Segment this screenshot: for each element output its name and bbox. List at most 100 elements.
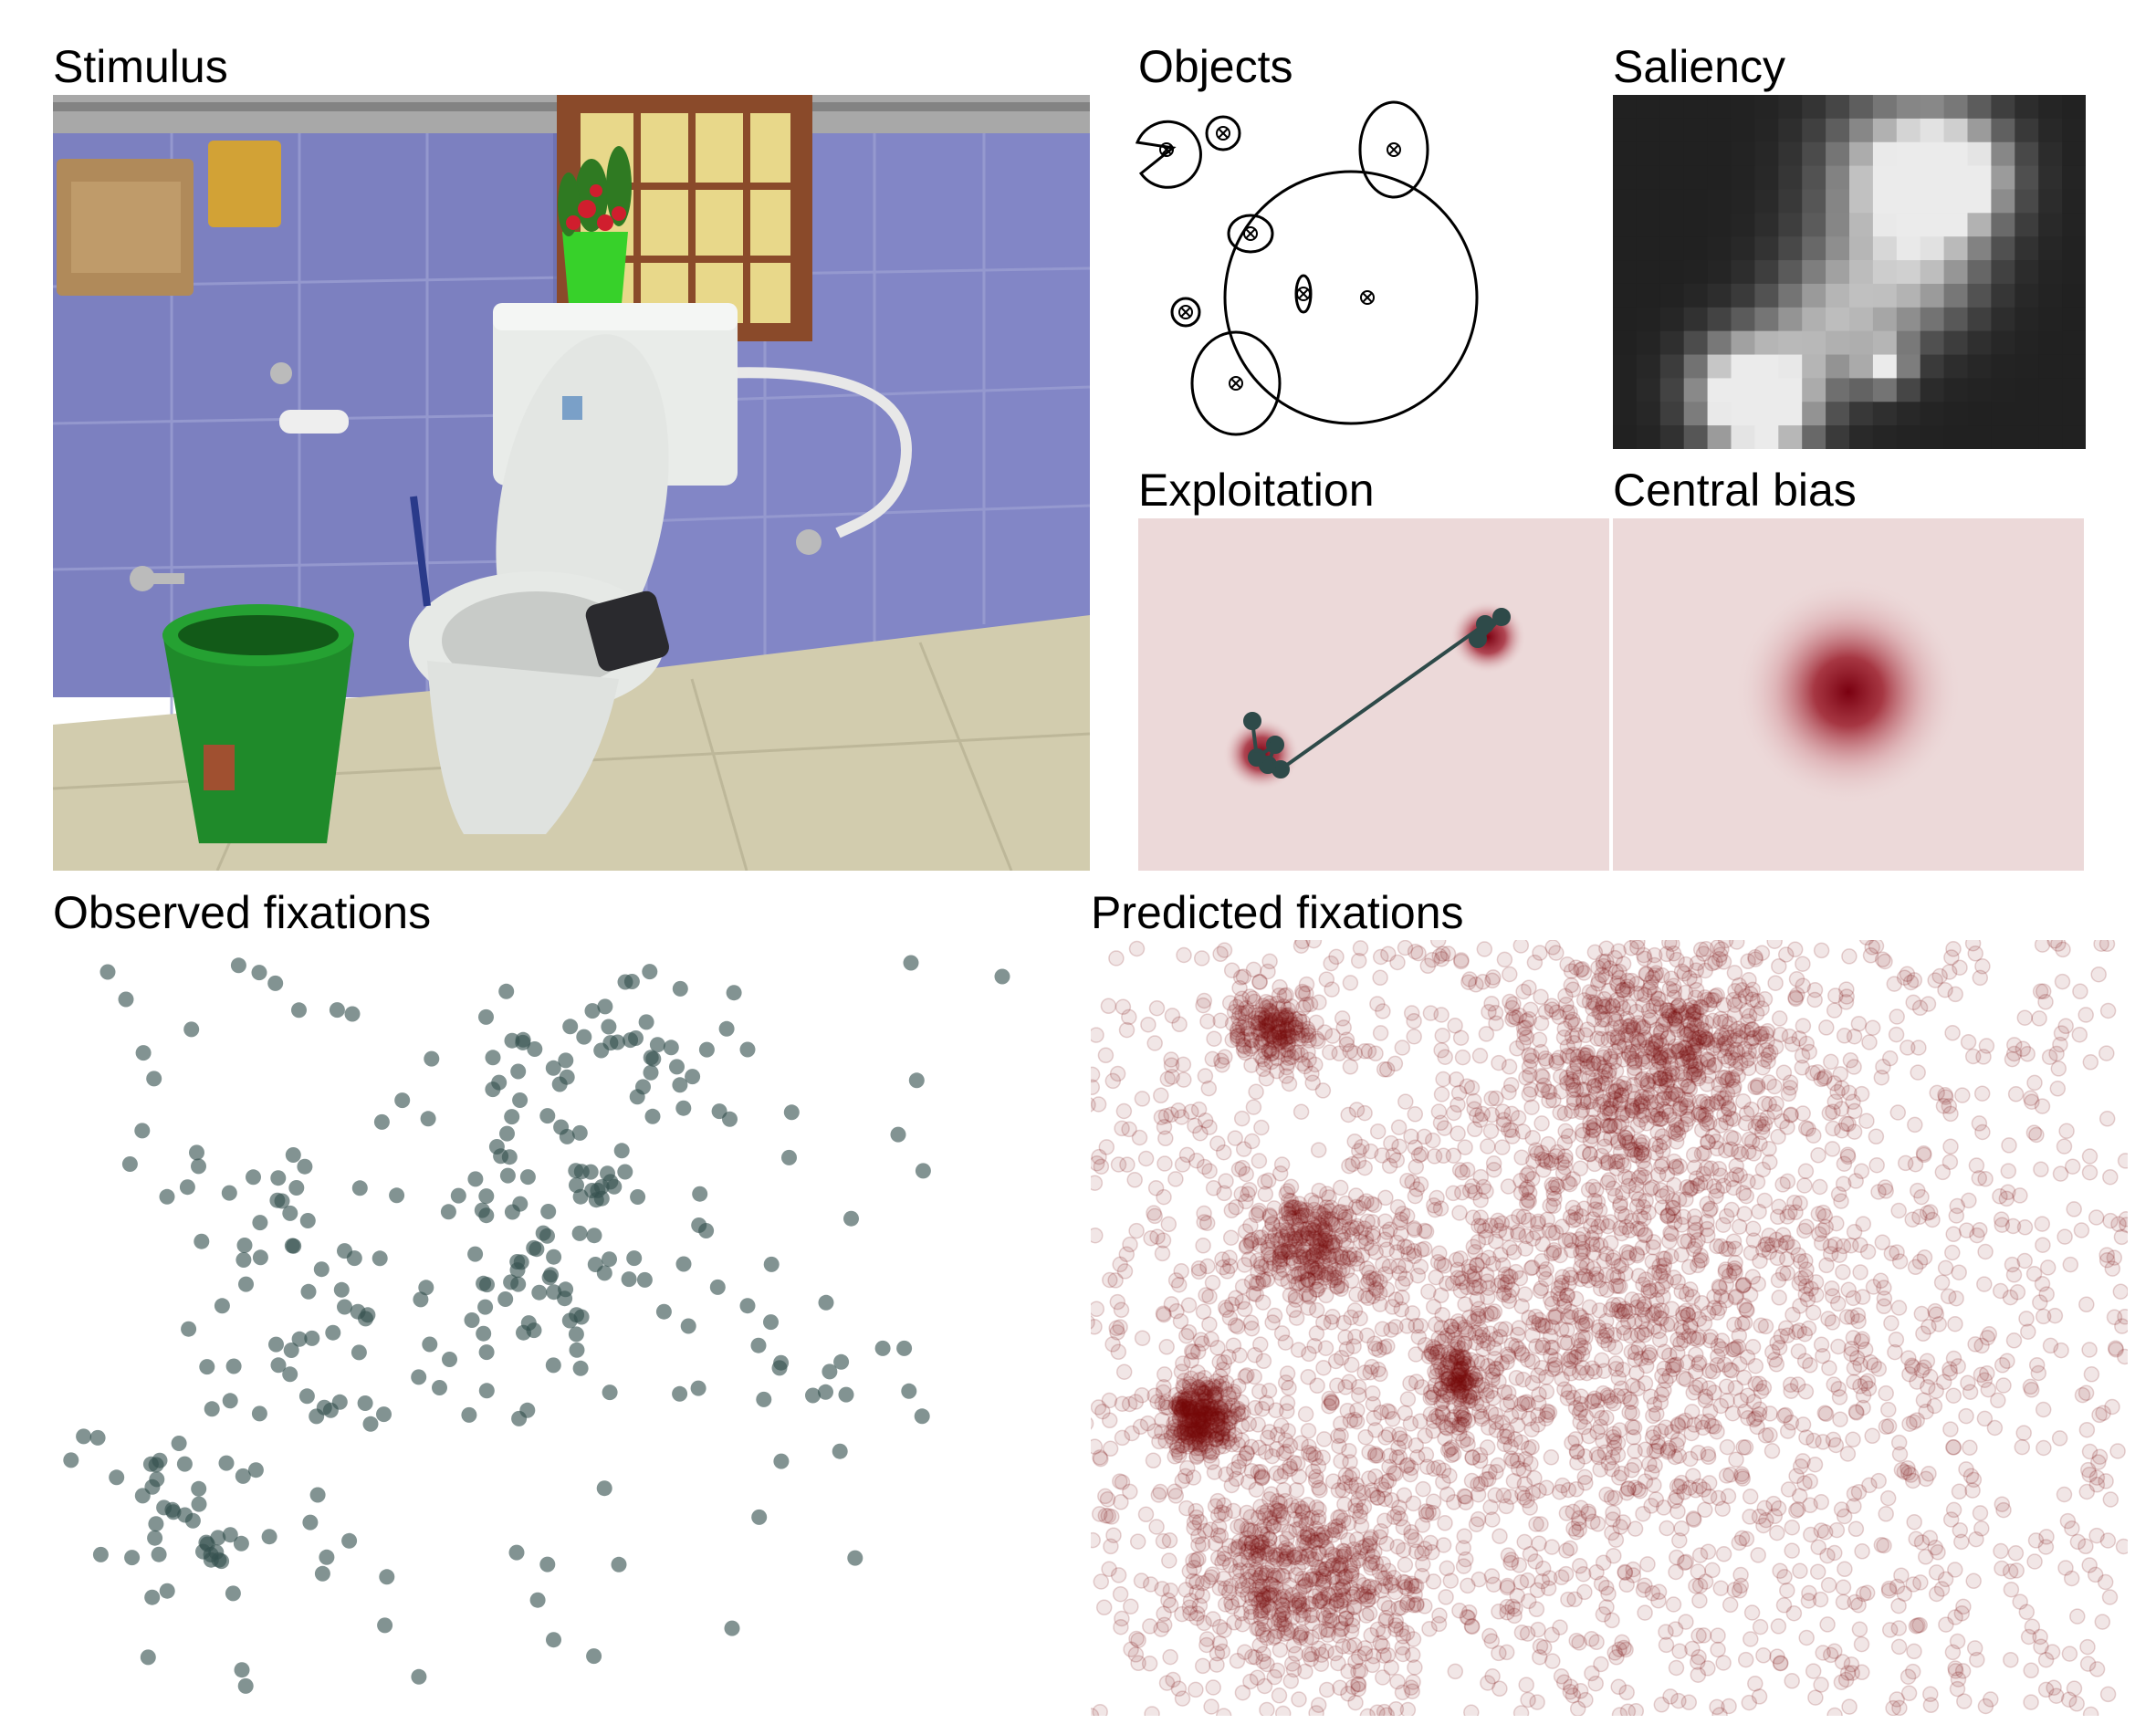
predicted-fixation-point <box>1736 1040 1753 1058</box>
observed-fixation-point <box>805 1387 821 1404</box>
predicted-fixation-point <box>1239 1019 1256 1037</box>
predicted-fixation-point <box>1596 1046 1613 1062</box>
saliency-cell <box>1659 189 1685 214</box>
predicted-fixation-point <box>1733 1466 1750 1482</box>
predicted-fixation-point <box>1612 1019 1629 1035</box>
predicted-fixation-point <box>1618 978 1636 995</box>
predicted-fixation-point <box>1820 1576 1837 1593</box>
saliency-cell <box>1943 402 1969 426</box>
predicted-fixation-point <box>1680 1078 1696 1095</box>
predicted-fixation-point <box>1615 1000 1632 1017</box>
predicted-fixation-point <box>1669 1042 1687 1060</box>
observed-fixation-point <box>546 1284 562 1301</box>
predicted-fixation-point <box>1652 1111 1669 1127</box>
predicted-fixation-point <box>1430 1103 1448 1120</box>
predicted-fixation-point <box>1597 1155 1615 1171</box>
predicted-fixation-point <box>1544 940 1561 956</box>
towel-right <box>208 141 281 227</box>
predicted-fixation-point <box>1693 1145 1711 1162</box>
predicted-fixation-point <box>1646 985 1663 1002</box>
saliency-cell <box>1613 378 1638 402</box>
bucket <box>162 633 354 843</box>
saliency-cell <box>1967 330 1992 356</box>
predicted-fixation-point <box>1836 1508 1853 1525</box>
predicted-fixation-point <box>1839 1146 1857 1164</box>
predicted-fixation-point <box>1727 983 1743 999</box>
predicted-fixation-point <box>1143 1229 1159 1247</box>
observed-fixation-point <box>558 1281 574 1298</box>
predicted-fixation-point <box>1766 1078 1783 1095</box>
predicted-fixation-point <box>1567 1016 1584 1033</box>
predicted-fixation-point <box>1199 1013 1216 1029</box>
saliency-cell <box>1683 283 1709 308</box>
saliency-cell <box>1778 189 1803 214</box>
predicted-fixation-point <box>1269 1662 1286 1679</box>
observed-fixation-point <box>543 1267 560 1283</box>
predicted-fixation-point <box>1645 1036 1661 1052</box>
predicted-fixation-point <box>1962 1439 1978 1456</box>
predicted-fixation-point <box>1485 1576 1502 1593</box>
predicted-fixation-point <box>1509 1587 1525 1604</box>
predicted-fixation-point <box>1619 1107 1636 1123</box>
predicted-fixation-point <box>1126 1172 1143 1188</box>
predicted-fixation-point <box>1108 950 1125 966</box>
predicted-fixation-point <box>1636 1029 1653 1046</box>
predicted-fixation-point <box>1230 1318 1246 1335</box>
predicted-fixation-point <box>1611 1039 1627 1055</box>
saliency-cell <box>1613 95 1638 120</box>
predicted-fixation-point <box>1279 1531 1295 1548</box>
observed-fixation-point <box>252 1249 268 1266</box>
predicted-fixation-point <box>1347 1694 1364 1711</box>
saliency-cell <box>1731 354 1755 379</box>
predicted-fixation-point <box>1648 1144 1664 1162</box>
predicted-fixation-point <box>1298 976 1315 993</box>
predicted-fixation-point <box>1688 981 1705 998</box>
observed-fixation-point <box>833 1353 850 1370</box>
predicted-fixation-point <box>1739 1002 1755 1019</box>
saliency-cell <box>1991 283 2015 308</box>
observed-fixation-point <box>602 1251 617 1268</box>
predicted-fixation-point <box>1586 1078 1603 1094</box>
predicted-fixation-point <box>1184 1418 1200 1436</box>
predicted-fixation-point <box>1648 1110 1664 1126</box>
saliency-cell <box>1731 260 1755 285</box>
observed-fixation-point <box>476 1325 492 1342</box>
predicted-fixation-point <box>1752 1618 1769 1635</box>
predicted-fixation-point <box>1601 1062 1617 1080</box>
saliency-cell <box>1707 330 1732 356</box>
predicted-fixation-point <box>1610 1118 1627 1134</box>
saliency-cell <box>1872 189 1898 214</box>
predicted-fixation-point <box>1502 966 1518 983</box>
predicted-fixation-point <box>1291 1468 1308 1485</box>
saliency-cell <box>1920 402 1945 426</box>
predicted-fixation-point <box>1847 1173 1864 1189</box>
predicted-fixation-point <box>1760 1052 1776 1070</box>
predicted-fixation-point <box>1273 1156 1291 1173</box>
saliency-cell <box>1896 307 1921 332</box>
predicted-fixation-point <box>1315 1574 1332 1592</box>
observed-fixation-point <box>545 1060 561 1076</box>
predicted-fixation-point <box>1640 1072 1657 1089</box>
predicted-fixation-point <box>1654 1128 1670 1144</box>
predicted-fixation-point <box>1585 1260 1602 1278</box>
saliency-cell <box>1754 330 1779 356</box>
predicted-fixation-point <box>1665 1083 1681 1101</box>
observed-fixation-point <box>630 1189 646 1205</box>
predicted-fixation-point <box>1690 1038 1707 1054</box>
predicted-fixation-point <box>1461 1182 1479 1199</box>
predicted-fixation-point <box>1248 1481 1265 1498</box>
predicted-fixation-point <box>1673 1119 1690 1135</box>
predicted-fixation-point <box>1656 1090 1672 1106</box>
predicted-fixation-point <box>1789 1500 1806 1518</box>
predicted-fixation-point <box>1593 1409 1610 1426</box>
observed-fixation-point <box>636 1271 653 1288</box>
predicted-fixation-point <box>1665 945 1682 962</box>
predicted-fixation-point <box>1847 1520 1865 1538</box>
saliency-cell <box>2015 402 2039 426</box>
predicted-fixation-point <box>1618 1010 1636 1027</box>
predicted-fixation-point <box>1876 1298 1892 1315</box>
observed-fixation-point <box>508 1544 525 1561</box>
saliency-cell <box>1754 236 1779 261</box>
predicted-fixation-point <box>1660 1091 1678 1107</box>
predicted-fixation-point <box>1518 1677 1534 1693</box>
